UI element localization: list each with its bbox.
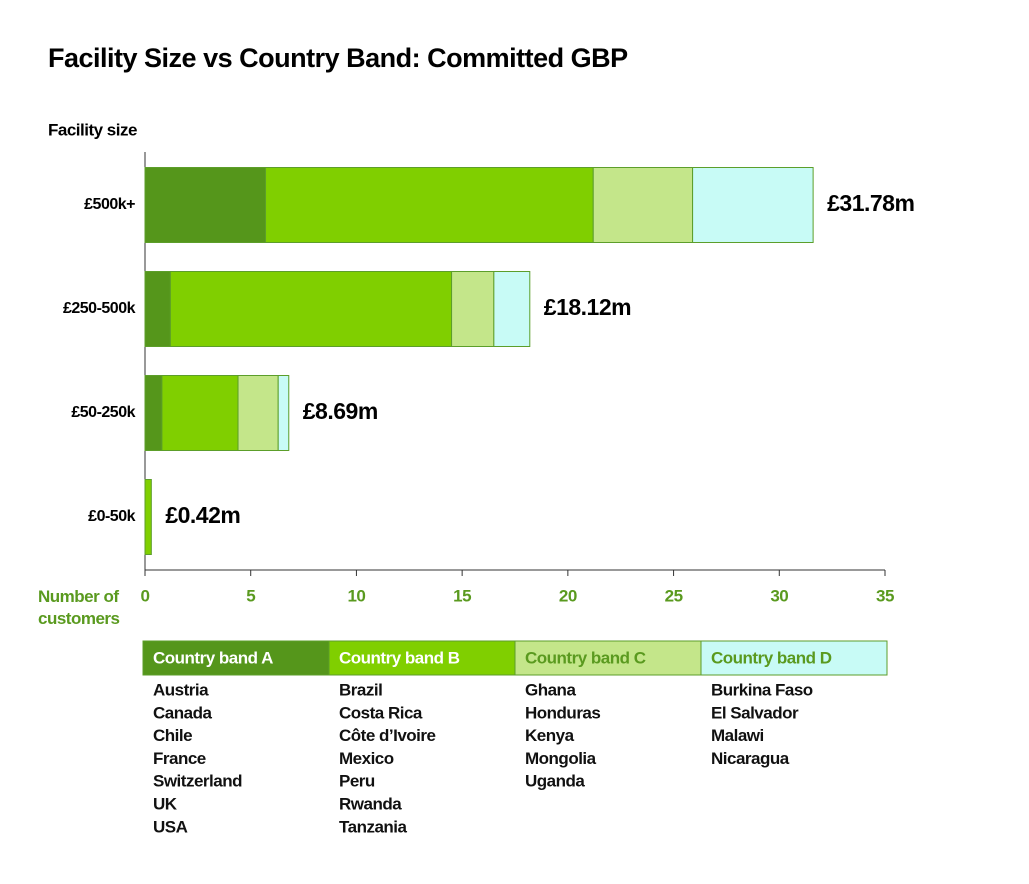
bar-label: £18.12m — [544, 294, 631, 320]
legend-label: Country band B — [339, 648, 460, 667]
x-tick-label: 5 — [246, 586, 255, 605]
bar-segment — [144, 479, 152, 555]
country-name: Mexico — [339, 749, 394, 768]
x-tick-label: 30 — [770, 586, 788, 605]
legend-label: Country band C — [525, 648, 646, 667]
legend-label: Country band D — [711, 648, 832, 667]
country-name: Chile — [153, 726, 192, 745]
bar-segment — [144, 375, 163, 451]
country-name: Uganda — [525, 772, 585, 791]
country-name: Nicaragua — [711, 749, 790, 768]
country-name: El Salvador — [711, 703, 799, 722]
bar-segment — [237, 375, 279, 451]
country-name: Tanzania — [339, 817, 408, 836]
bar-segment — [265, 167, 594, 243]
bar-segment — [144, 271, 171, 347]
bar-label: £8.69m — [303, 398, 378, 424]
legend-label: Country band A — [153, 648, 273, 667]
legend-swatch — [328, 640, 516, 676]
country-name: USA — [153, 817, 188, 836]
country-name: Côte d’Ivoire — [339, 726, 436, 745]
country-name: Switzerland — [153, 772, 242, 791]
x-tick-label: 10 — [347, 586, 365, 605]
country-name: Brazil — [339, 680, 382, 699]
bar-segment — [692, 167, 814, 243]
bar-segment — [451, 271, 495, 347]
country-name: Rwanda — [339, 794, 402, 813]
country-name: UK — [153, 794, 178, 813]
bar-segment — [169, 271, 453, 347]
x-tick-label: 25 — [665, 586, 683, 605]
bar-segment — [493, 271, 531, 347]
x-tick-label: 35 — [876, 586, 894, 605]
y-tick-label: £50-250k — [71, 404, 135, 421]
bar-segment — [161, 375, 239, 451]
country-name: Kenya — [525, 726, 575, 745]
country-name: France — [153, 749, 206, 768]
y-tick-label: £0-50k — [88, 508, 135, 525]
bar-label: £31.78m — [827, 190, 914, 216]
bar-segment — [144, 167, 267, 243]
bar-segment — [592, 167, 694, 243]
bar-segment — [277, 375, 290, 451]
country-name: Austria — [153, 680, 209, 699]
y-tick-label: £250-500k — [63, 300, 136, 317]
country-name: Malawi — [711, 726, 764, 745]
country-name: Costa Rica — [339, 703, 423, 722]
country-name: Canada — [153, 703, 212, 722]
country-name: Ghana — [525, 680, 576, 699]
country-name: Burkina Faso — [711, 680, 813, 699]
country-name: Honduras — [525, 703, 600, 722]
country-name: Peru — [339, 772, 375, 791]
x-tick-label: 15 — [453, 586, 471, 605]
legend-swatch — [514, 640, 702, 676]
chart-title: Facility Size vs Country Band: Committed… — [48, 43, 628, 73]
legend-swatch — [700, 640, 888, 676]
y-tick-label: £500k+ — [84, 196, 135, 213]
bar-label: £0.42m — [165, 502, 240, 528]
y-axis-label: Facility size — [48, 120, 137, 139]
x-tick-label: 0 — [141, 586, 150, 605]
x-axis-label: Number of customers — [38, 587, 120, 628]
country-name: Mongolia — [525, 749, 597, 768]
x-tick-label: 20 — [559, 586, 577, 605]
